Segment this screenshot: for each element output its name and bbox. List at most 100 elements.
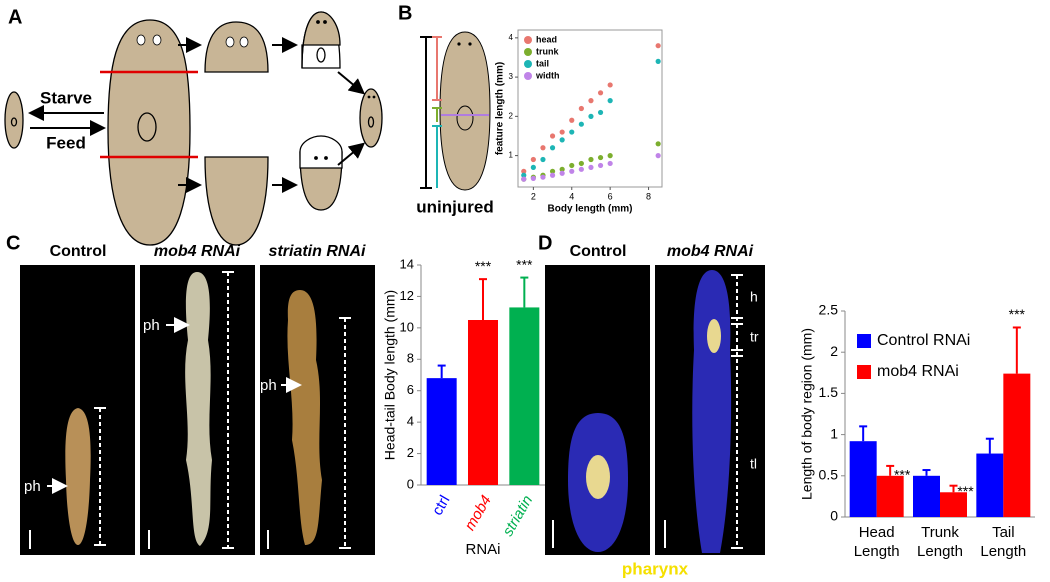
bar: [468, 320, 498, 485]
marker-label: ph: [24, 478, 41, 495]
y-tick-label: 2: [407, 445, 414, 460]
point: [588, 113, 594, 119]
point: [578, 105, 584, 112]
y-tick-label: 1: [830, 425, 838, 441]
point: [530, 175, 536, 181]
panel-a-diagram: [4, 11, 383, 246]
point: [578, 166, 584, 172]
photo-title: mob4 RNAi: [667, 243, 754, 260]
legend-label: Control RNAi: [877, 332, 970, 349]
point: [578, 160, 584, 167]
legend-swatch: [524, 60, 532, 68]
photo-title: Control: [50, 243, 107, 260]
y-tick-label: 0: [830, 508, 838, 524]
region-label: h: [750, 289, 758, 305]
y-tick-label: 1.5: [819, 384, 839, 400]
panel-b-diagram: [420, 31, 491, 191]
x-tick-label: ctrl: [429, 492, 454, 518]
photos-c: [20, 265, 375, 555]
legend-label: head: [536, 34, 557, 44]
point: [540, 156, 546, 163]
panel-letter: B: [398, 2, 412, 24]
point: [549, 145, 556, 151]
region-label: tr: [750, 329, 759, 345]
significance: ***: [475, 258, 492, 274]
significance: ***: [1009, 306, 1026, 322]
point: [597, 109, 604, 116]
point: [597, 154, 604, 161]
y-tick-label: 8: [407, 351, 414, 366]
legend-label: mob4 RNAi: [877, 363, 959, 380]
point: [607, 160, 613, 167]
x-tick-label: 8: [646, 191, 651, 201]
point: [549, 168, 556, 174]
point: [597, 162, 604, 169]
point: [655, 141, 661, 147]
point: [588, 156, 594, 163]
y-tick-label: 1: [509, 151, 514, 160]
x-tick-label: Trunk Length: [917, 524, 963, 560]
point: [607, 82, 613, 88]
point: [588, 98, 594, 104]
bar: [940, 492, 967, 517]
legend-label: tail: [536, 58, 549, 68]
bar: [913, 475, 940, 517]
point: [597, 90, 604, 96]
significance: ***: [957, 483, 974, 499]
legend-swatch: [524, 48, 532, 56]
region-label: tl: [750, 456, 757, 472]
point: [559, 137, 565, 143]
y-tick-label: 0.5: [819, 467, 839, 483]
y-tick-label: 0: [407, 476, 414, 491]
x-tick-label: mob4: [461, 492, 494, 533]
x-axis-label: Body length (mm): [548, 204, 633, 215]
point: [521, 176, 527, 182]
panel-letter: A: [8, 6, 22, 28]
caption: uninjured: [416, 197, 493, 216]
point: [559, 170, 565, 176]
bar: [509, 307, 540, 485]
point: [540, 145, 546, 151]
point: [559, 129, 565, 135]
point: [569, 162, 575, 169]
point: [530, 156, 536, 163]
y-tick-label: 6: [407, 382, 414, 397]
y-tick-label: 2: [509, 111, 514, 120]
bar: [849, 441, 877, 517]
arrows: [28, 37, 366, 193]
photo-title: Control: [570, 243, 627, 260]
bar: [976, 453, 1004, 517]
point: [569, 117, 575, 123]
label: Feed: [46, 133, 86, 152]
eyes: [136, 20, 376, 160]
bar: [1003, 373, 1031, 517]
y-axis-label: Length of body region (mm): [799, 328, 815, 500]
x-tick-label: Head Length: [853, 524, 900, 560]
legend-label: width: [535, 70, 560, 80]
x-tick-label: 4: [569, 191, 574, 201]
marker-label: ph: [143, 317, 160, 334]
x-axis-label: RNAi: [465, 541, 500, 558]
legend-label: trunk: [536, 46, 559, 56]
y-axis-label: Head-tail Body length (mm): [382, 290, 398, 460]
x-tick-label: 6: [608, 191, 613, 201]
significance: ***: [894, 467, 911, 483]
x-tick-label: striatin: [499, 492, 536, 539]
point: [549, 172, 556, 178]
y-tick-label: 4: [509, 33, 514, 42]
panel-letter: D: [538, 232, 552, 254]
bar: [426, 378, 457, 485]
point: [588, 164, 594, 170]
legend-swatch: [524, 36, 532, 44]
legend-swatch: [524, 72, 532, 80]
x-tick-label: Tail Length: [980, 524, 1027, 560]
y-tick-label: 2.5: [819, 302, 839, 318]
point: [607, 153, 613, 159]
point: [521, 168, 527, 174]
point: [549, 133, 556, 139]
y-axis-label: feature length (mm): [495, 62, 506, 155]
point: [530, 164, 536, 170]
photos-d: [545, 265, 765, 555]
